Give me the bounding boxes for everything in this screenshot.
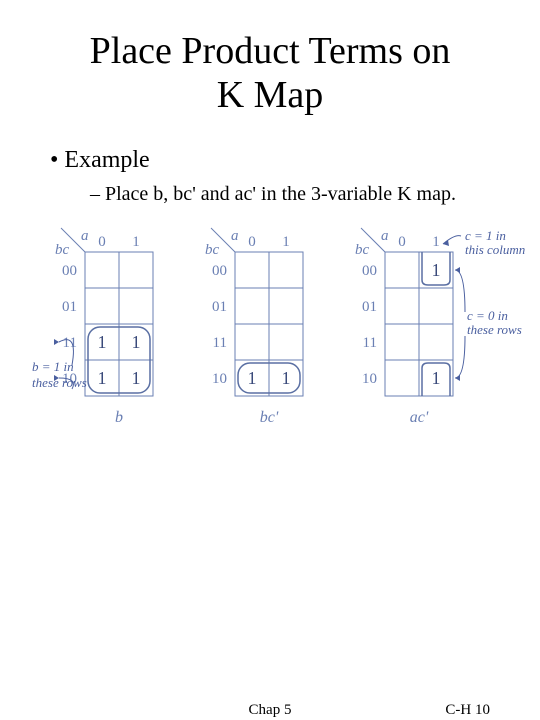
svg-text:a: a	[231, 228, 239, 244]
kmap-diagram: abc01000111101111babc010001111011bc'abc0…	[30, 227, 510, 547]
svg-text:1: 1	[248, 368, 257, 388]
svg-text:11: 11	[213, 335, 227, 351]
svg-text:01: 01	[212, 299, 227, 315]
title-line-2: K Map	[217, 74, 324, 116]
bullet-level-1: Example	[50, 147, 510, 174]
svg-text:this column: this column	[465, 242, 525, 257]
svg-text:1: 1	[432, 260, 441, 280]
svg-text:01: 01	[62, 299, 77, 315]
svg-text:1: 1	[132, 234, 140, 250]
svg-text:1: 1	[132, 368, 141, 388]
svg-text:00: 00	[212, 263, 227, 279]
svg-text:these rows: these rows	[467, 322, 522, 337]
svg-text:1: 1	[98, 368, 107, 388]
svg-text:a: a	[81, 228, 89, 244]
title-line-1: Place Product Terms on	[90, 30, 451, 72]
footer-chapter: Chap 5	[249, 702, 292, 719]
page-title: Place Product Terms on K Map	[30, 30, 510, 117]
svg-text:bc: bc	[55, 242, 70, 258]
svg-text:10: 10	[362, 371, 377, 387]
svg-text:00: 00	[62, 263, 77, 279]
kmap-svg: abc01000111101111babc010001111011bc'abc0…	[30, 227, 530, 547]
svg-text:1: 1	[432, 234, 440, 250]
footer-pagenum: C-H 10	[445, 702, 490, 719]
svg-text:1: 1	[282, 234, 290, 250]
svg-text:1: 1	[98, 332, 107, 352]
svg-text:bc: bc	[355, 242, 370, 258]
svg-text:0: 0	[98, 234, 106, 250]
svg-text:1: 1	[282, 368, 291, 388]
svg-text:b = 1 in: b = 1 in	[32, 359, 74, 374]
bullet-level-2: Place b, bc' and ac' in the 3-variable K…	[90, 182, 510, 207]
svg-text:these rows: these rows	[32, 375, 87, 390]
svg-text:11: 11	[63, 335, 77, 351]
svg-text:b: b	[115, 409, 123, 426]
svg-text:a: a	[381, 228, 389, 244]
svg-text:1: 1	[432, 368, 441, 388]
svg-text:c = 0 in: c = 0 in	[467, 308, 508, 323]
svg-text:10: 10	[212, 371, 227, 387]
svg-text:11: 11	[363, 335, 377, 351]
svg-text:bc: bc	[205, 242, 220, 258]
svg-text:1: 1	[132, 332, 141, 352]
svg-text:0: 0	[398, 234, 406, 250]
svg-text:ac': ac'	[410, 409, 429, 426]
svg-text:00: 00	[362, 263, 377, 279]
svg-text:bc': bc'	[260, 409, 279, 426]
svg-text:0: 0	[248, 234, 256, 250]
svg-text:01: 01	[362, 299, 377, 315]
svg-text:c = 1 in: c = 1 in	[465, 228, 506, 243]
